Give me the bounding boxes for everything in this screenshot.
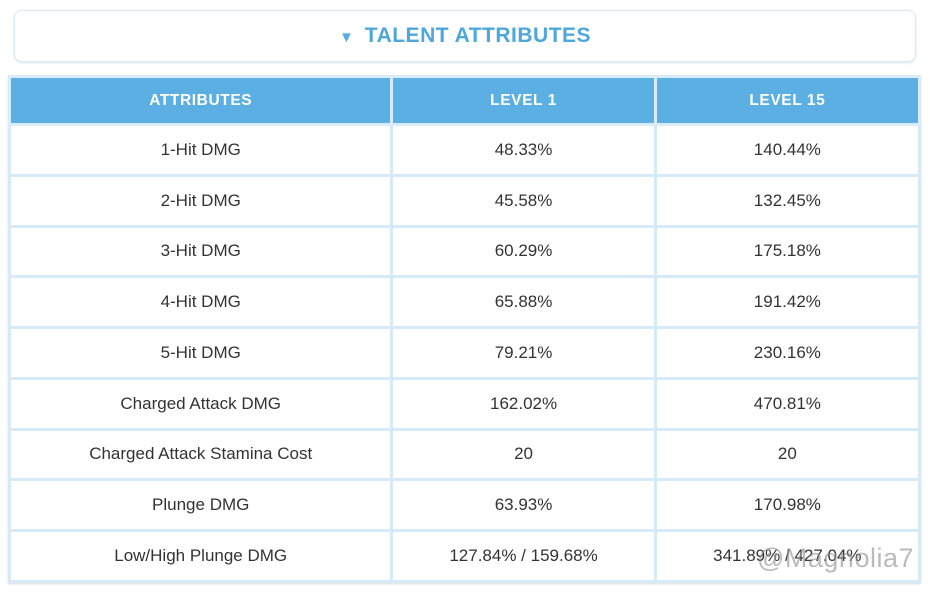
level1-cell: 127.84% / 159.68% — [390, 529, 657, 583]
level15-cell: 470.81% — [653, 376, 922, 431]
level1-cell: 79.21% — [390, 326, 657, 380]
table-row: Charged Attack Stamina Cost 20 20 — [7, 427, 922, 482]
column-header-attributes: ATTRIBUTES — [7, 75, 394, 126]
talent-attributes-table: ATTRIBUTES LEVEL 1 LEVEL 15 1-Hit DMG 48… — [7, 75, 922, 583]
level15-cell: 175.18% — [653, 224, 922, 279]
attribute-cell: Low/High Plunge DMG — [7, 529, 394, 583]
table-row: Plunge DMG 63.93% 170.98% — [7, 478, 922, 533]
table-row: 4-Hit DMG 65.88% 191.42% — [7, 275, 922, 330]
level15-cell: 140.44% — [653, 123, 922, 177]
level15-cell: 230.16% — [653, 326, 922, 380]
table-row: 3-Hit DMG 60.29% 175.18% — [7, 224, 922, 279]
level1-cell: 48.33% — [390, 123, 657, 177]
table-row: 2-Hit DMG 45.58% 132.45% — [7, 173, 922, 228]
attribute-cell: Plunge DMG — [7, 478, 394, 533]
level1-cell: 65.88% — [390, 275, 657, 330]
table-header-row: ATTRIBUTES LEVEL 1 LEVEL 15 — [7, 75, 922, 126]
attribute-cell: Charged Attack Stamina Cost — [7, 427, 394, 482]
level1-cell: 60.29% — [390, 224, 657, 279]
section-title: TALENT ATTRIBUTES — [364, 24, 592, 47]
attribute-cell: 5-Hit DMG — [7, 326, 394, 380]
level15-cell: 191.42% — [653, 275, 922, 330]
level15-cell: 341.89% / 427.04% — [653, 529, 922, 583]
attribute-cell: 2-Hit DMG — [7, 173, 394, 228]
table-row: Low/High Plunge DMG 127.84% / 159.68% 34… — [7, 529, 922, 583]
attribute-cell: 4-Hit DMG — [7, 275, 394, 330]
column-header-level1: LEVEL 1 — [390, 75, 657, 126]
attribute-cell: 3-Hit DMG — [7, 224, 394, 279]
level15-cell: 170.98% — [653, 478, 922, 533]
attribute-cell: Charged Attack DMG — [7, 376, 394, 431]
level15-cell: 132.45% — [653, 173, 922, 228]
table-row: 1-Hit DMG 48.33% 140.44% — [7, 123, 922, 177]
level1-cell: 45.58% — [390, 173, 657, 228]
talent-table: ATTRIBUTES LEVEL 1 LEVEL 15 1-Hit DMG 48… — [7, 75, 922, 583]
level1-cell: 63.93% — [390, 478, 657, 533]
level15-cell: 20 — [653, 427, 922, 482]
table-row: Charged Attack DMG 162.02% 470.81% — [7, 376, 922, 431]
talent-attributes-accordion-toggle[interactable]: ▼ TALENT ATTRIBUTES — [14, 10, 916, 62]
column-header-level15: LEVEL 15 — [653, 75, 922, 126]
attribute-cell: 1-Hit DMG — [7, 123, 394, 177]
level1-cell: 162.02% — [390, 376, 657, 431]
table-row: 5-Hit DMG 79.21% 230.16% — [7, 326, 922, 380]
chevron-down-icon: ▼ — [338, 28, 354, 46]
level1-cell: 20 — [390, 427, 657, 482]
